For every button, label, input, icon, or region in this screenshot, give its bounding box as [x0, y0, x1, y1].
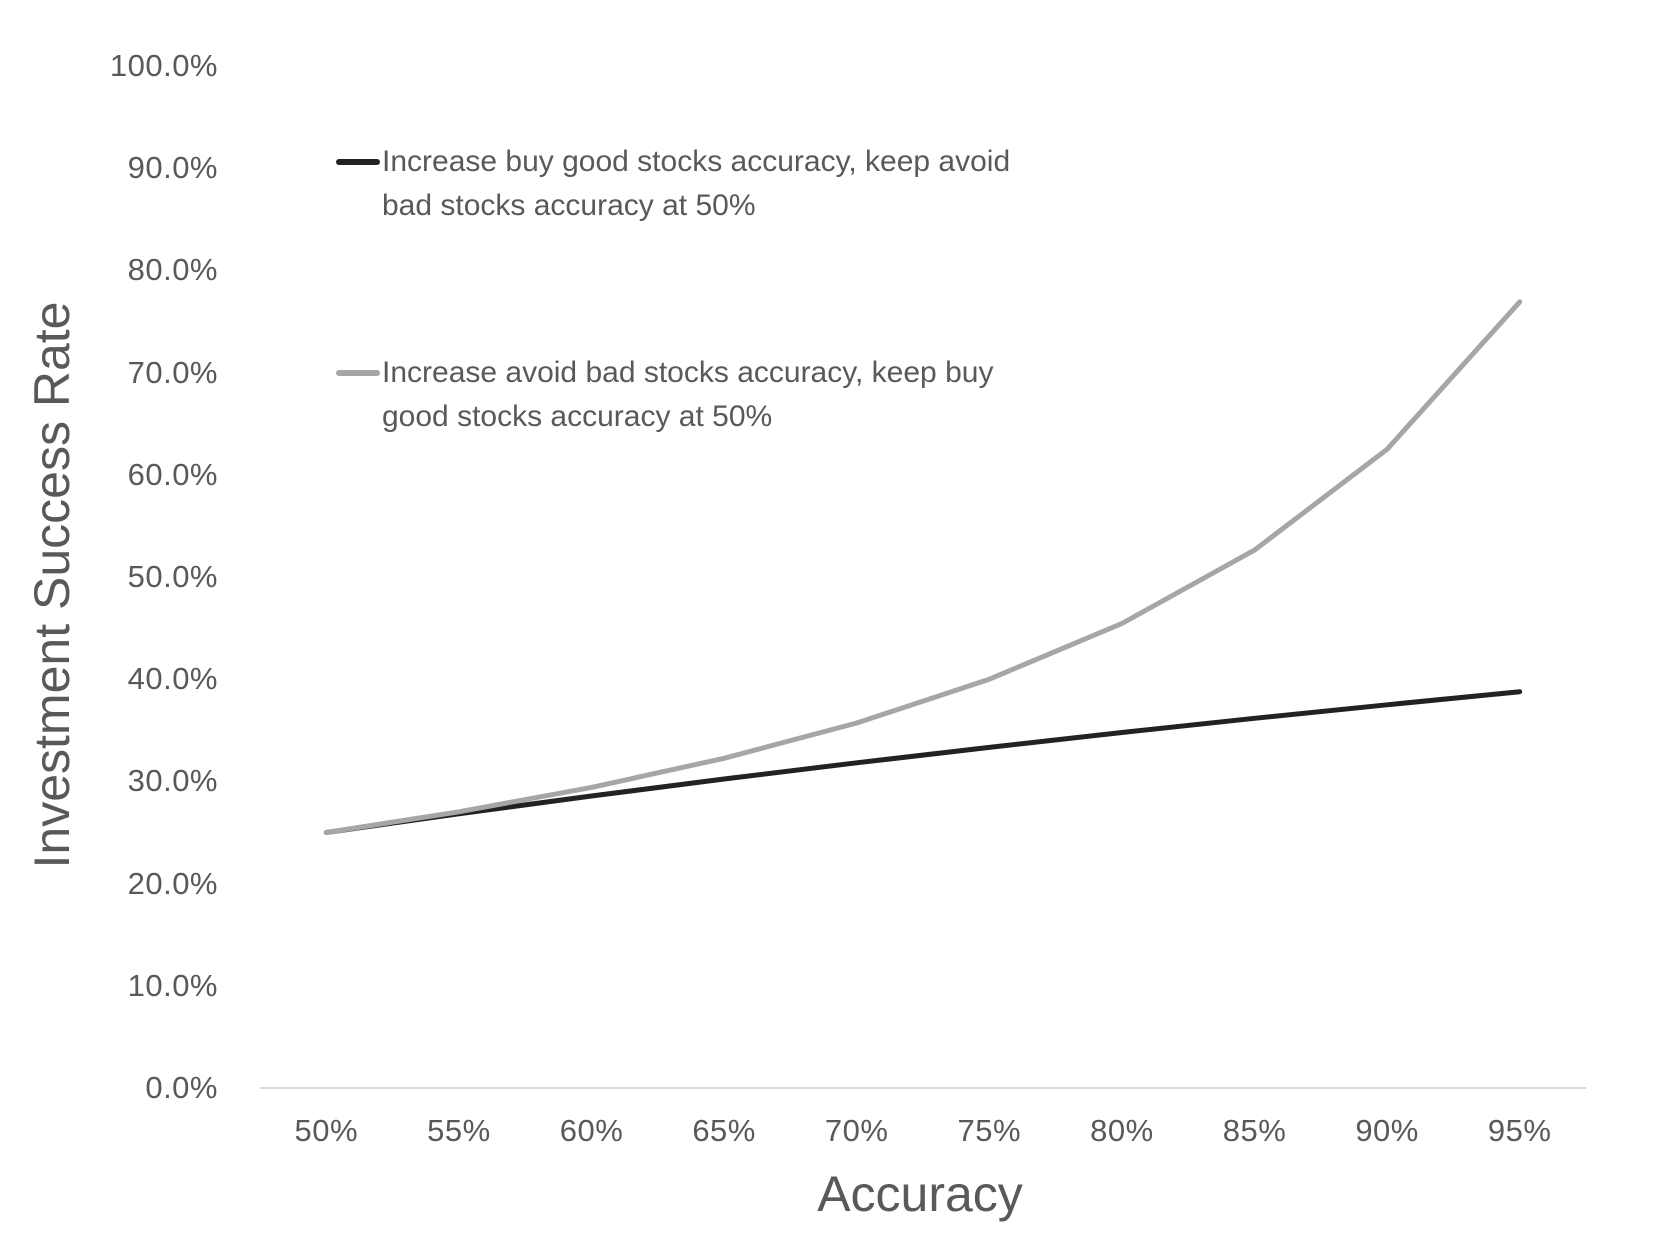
y-axis-tick-label: 100.0% [109, 48, 218, 83]
x-axis-title: Accuracy [817, 1166, 1023, 1222]
x-axis-tick-label: 85% [1222, 1113, 1287, 1148]
y-axis-tick-label: 30.0% [127, 763, 218, 799]
series-line-avoid-bad [323, 299, 1523, 835]
y-axis-tick-label: 80.0% [127, 252, 218, 288]
x-axis-tick-labels: 50% 55% 60% 65% 70% 75% 80% 85% 90% 95% [0, 1110, 1678, 1160]
x-axis-tick-label: 50% [294, 1113, 359, 1148]
y-axis-tick-labels: 0.0% 10.0% 20.0% 30.0% 40.0% 50.0% 60.0% 70.0% 8… [0, 0, 218, 1246]
x-axis-tick-label: 70% [824, 1113, 889, 1148]
legend-label-line: good stocks accuracy at 50% [382, 400, 773, 433]
y-axis-tick-label: 60.0% [127, 456, 218, 492]
y-axis-tick-label: 20.0% [127, 865, 218, 901]
y-axis-tick-label: 0.0% [145, 1070, 218, 1105]
y-axis-tick-label: 90.0% [127, 150, 218, 186]
x-axis-tick-label: 55% [427, 1113, 491, 1148]
series-line-buy-good [323, 689, 1523, 835]
x-axis-tick-label: 80% [1090, 1113, 1154, 1148]
legend-label-line: bad stocks accuracy at 50% [382, 189, 756, 222]
y-axis-tick-label: 50.0% [127, 559, 218, 594]
legend-label-line: Increase avoid bad stocks accuracy, keep… [382, 356, 994, 389]
legend-label-avoid-bad: Increase avoid bad stocks accuracy, keep… [382, 351, 993, 439]
legend-label-line: Increase buy good stocks accuracy, keep … [382, 145, 1011, 178]
legend-swatch-avoid-bad-line [336, 370, 380, 376]
x-axis-tick-label: 95% [1487, 1113, 1552, 1148]
legend-item-buy-good: Increase buy good stocks accuracy, keep … [336, 140, 1010, 228]
legend-swatch-buy-good-line [336, 159, 380, 165]
x-axis-tick-label: 60% [559, 1113, 624, 1148]
y-axis-title: Investment Success Rate [24, 301, 80, 869]
legend-label-buy-good: Increase buy good stocks accuracy, keep … [382, 140, 1010, 228]
y-axis-tick-label: 70.0% [127, 354, 218, 390]
y-axis-tick-label: 40.0% [127, 661, 218, 697]
legend-item-avoid-bad: Increase avoid bad stocks accuracy, keep… [336, 351, 993, 439]
x-axis-tick-label: 75% [957, 1113, 1022, 1148]
x-axis-tick-label: 90% [1355, 1113, 1419, 1148]
x-axis-tick-label: 65% [692, 1113, 756, 1148]
y-axis-tick-label: 10.0% [127, 967, 218, 1003]
